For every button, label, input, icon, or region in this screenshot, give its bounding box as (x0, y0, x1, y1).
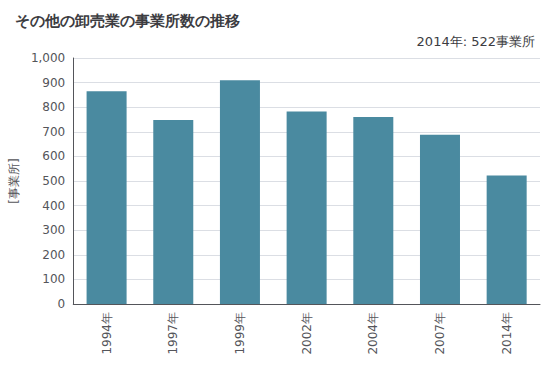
svg-text:2002年: 2002年 (300, 312, 314, 355)
svg-text:200: 200 (42, 248, 65, 262)
svg-text:[事業所]: [事業所] (7, 158, 21, 203)
svg-text:800: 800 (42, 100, 65, 114)
svg-text:900: 900 (42, 76, 65, 90)
svg-text:500: 500 (42, 174, 65, 188)
svg-text:400: 400 (42, 199, 65, 213)
svg-text:0: 0 (58, 297, 66, 311)
svg-text:100: 100 (42, 272, 65, 286)
svg-text:300: 300 (42, 223, 65, 237)
svg-text:1,000: 1,000 (31, 51, 65, 65)
svg-text:その他の卸売業の事業所数の推移: その他の卸売業の事業所数の推移 (15, 12, 240, 30)
svg-text:2004年: 2004年 (366, 312, 380, 355)
svg-text:2007年: 2007年 (433, 312, 447, 355)
svg-text:600: 600 (42, 149, 65, 163)
svg-text:2014年: 2014年 (500, 312, 514, 355)
svg-text:700: 700 (42, 125, 65, 139)
svg-text:1997年: 1997年 (166, 312, 180, 355)
svg-text:2014年: 522事業所: 2014年: 522事業所 (417, 34, 535, 49)
svg-text:1994年: 1994年 (100, 312, 114, 355)
svg-text:1999年: 1999年 (233, 312, 247, 355)
